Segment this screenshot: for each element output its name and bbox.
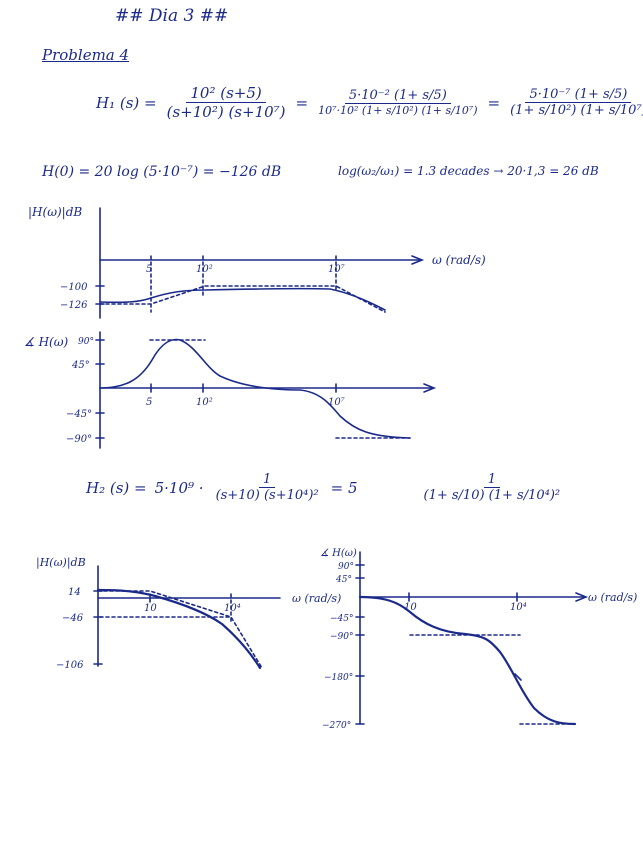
h2-lhs: H₂ (s) = <box>86 478 147 497</box>
plot4-curve-marker <box>514 673 522 681</box>
plot3-ytick-label-14: 14 <box>68 587 81 598</box>
h1-equals-2: = <box>487 93 501 112</box>
h1-f3-denominator: (1+ s/10²) (1+ s/10⁷) <box>510 103 643 118</box>
plot3-ytick-label-m106: −106 <box>56 660 84 671</box>
plot1-xtick-label-107: 10⁷ <box>328 264 345 275</box>
plot1-curve <box>99 287 386 311</box>
plot2-ylabel: ∡ H(ω) <box>24 335 69 349</box>
plot2-xtick-label-5: 5 <box>146 397 152 408</box>
plot1-x-arrow <box>411 255 425 265</box>
plot4-xtick-label-104: 10⁴ <box>510 602 527 613</box>
h0-line: H(0) = 20 log (5·10⁻⁷) = −126 dB <box>42 164 282 180</box>
plot2-xtick-label-102: 10² <box>196 397 213 408</box>
plot3-xtick-label-104: 10⁴ <box>224 603 241 614</box>
h2-f1-denominator: (s+10) (s+10⁴)² <box>215 488 319 503</box>
plot4-x-arrow <box>575 592 589 602</box>
h2-fraction-2: 1 (1+ s/10) (1+ s/10⁴)² <box>420 472 565 503</box>
plot4-curve <box>358 595 577 726</box>
h2-f1-numerator: 1 <box>258 472 276 488</box>
h1-fraction-3: 5·10⁻⁷ (1+ s/5) (1+ s/10²) (1+ s/10⁷) <box>506 87 643 118</box>
h1-f1-denominator: (s+10²) (s+10⁷) <box>166 103 286 121</box>
plot4-ytick-label-m45: −45° <box>330 614 354 624</box>
plot4-ytick-label-m90: −90° <box>330 632 354 642</box>
h2-equals: = 5 <box>330 478 358 497</box>
plot3-xlabel: ω (rad/s) <box>292 592 341 605</box>
h2-f2-denominator: (1+ s/10) (1+ s/10⁴)² <box>423 488 561 503</box>
plot3-xtick-label-10: 10 <box>144 603 157 614</box>
h1-f1-numerator: 10² (s+5) <box>186 84 266 103</box>
plot1-xtick-label-102: 10² <box>196 264 213 275</box>
plot3-curve <box>96 588 262 670</box>
plot4-ytick-label-45: 45° <box>335 575 352 585</box>
h2-equation: H₂ (s) = 5·10⁹ · 1 (s+10) (s+10⁴)² = 5 1… <box>86 472 564 503</box>
h1-f2-denominator: 10⁷·10² (1+ s/10²) (1+ s/10⁷) <box>318 104 478 117</box>
plot4-xlabel: ω (rad/s) <box>588 591 637 604</box>
plot1-ylabel: |H(ω)|dB <box>28 205 82 219</box>
plot4-xtick-label-10: 10 <box>404 602 417 613</box>
plot2-xtick-label-107: 10⁷ <box>328 397 345 408</box>
plot1-xlabel: ω (rad/s) <box>432 253 486 267</box>
plot2-ytick-label-90: 90° <box>78 337 94 347</box>
plot3-ylabel: |H(ω)|dB <box>36 556 86 570</box>
h2-fraction-1: 1 (s+10) (s+10⁴)² <box>212 472 323 503</box>
plot2-phase <box>95 331 437 449</box>
plot1-ytick-label-126: −126 <box>60 300 88 311</box>
plot2-curve <box>99 338 411 439</box>
h1-fraction-2: 5·10⁻² (1+ s/5) 10⁷·10² (1+ s/10²) (1+ s… <box>314 88 481 117</box>
decades-line: log(ω₂/ω₁) = 1.3 decades → 20·1,3 = 26 d… <box>338 164 599 178</box>
problem-title: Problema 4 <box>42 46 130 64</box>
plot1-xtick-label-5: 5 <box>146 264 152 275</box>
h1-lhs: H₁ (s) = <box>96 93 157 112</box>
plot4-ytick-label-90: 90° <box>338 562 354 572</box>
h2-coefficient: 5·10⁹ · <box>154 478 204 497</box>
plot2-ytick-label-m90: −90° <box>66 434 92 445</box>
plot2-ytick-label-m45: −45° <box>66 409 92 420</box>
page-header: ## Dia 3 ## <box>115 6 229 26</box>
h1-equals-1: = <box>295 93 309 112</box>
plot4-ylabel: ∡ H(ω) <box>320 548 357 559</box>
plot1-ytick-label-100: −100 <box>60 282 88 293</box>
h2-f2-numerator: 1 <box>483 472 500 488</box>
plot2-x-arrow <box>423 383 437 393</box>
h1-fraction-1: 10² (s+5) (s+10²) (s+10⁷) <box>163 84 290 121</box>
h1-f3-numerator: 5·10⁻⁷ (1+ s/5) <box>525 87 632 103</box>
plot1-magnitude <box>95 207 425 319</box>
h1-equation: H₁ (s) = 10² (s+5) (s+10²) (s+10⁷) = 5·1… <box>96 84 643 121</box>
plot4-ytick-label-m180: −180° <box>324 673 353 683</box>
plot3-ytick-label-m46: −46 <box>62 613 84 624</box>
h1-f2-numerator: 5·10⁻² (1+ s/5) <box>344 88 451 104</box>
plot4-phase <box>355 551 589 726</box>
plot2-ytick-label-45: 45° <box>71 360 90 371</box>
plot3-magnitude <box>93 565 281 670</box>
plot4-ytick-label-m270: −270° <box>322 721 351 731</box>
